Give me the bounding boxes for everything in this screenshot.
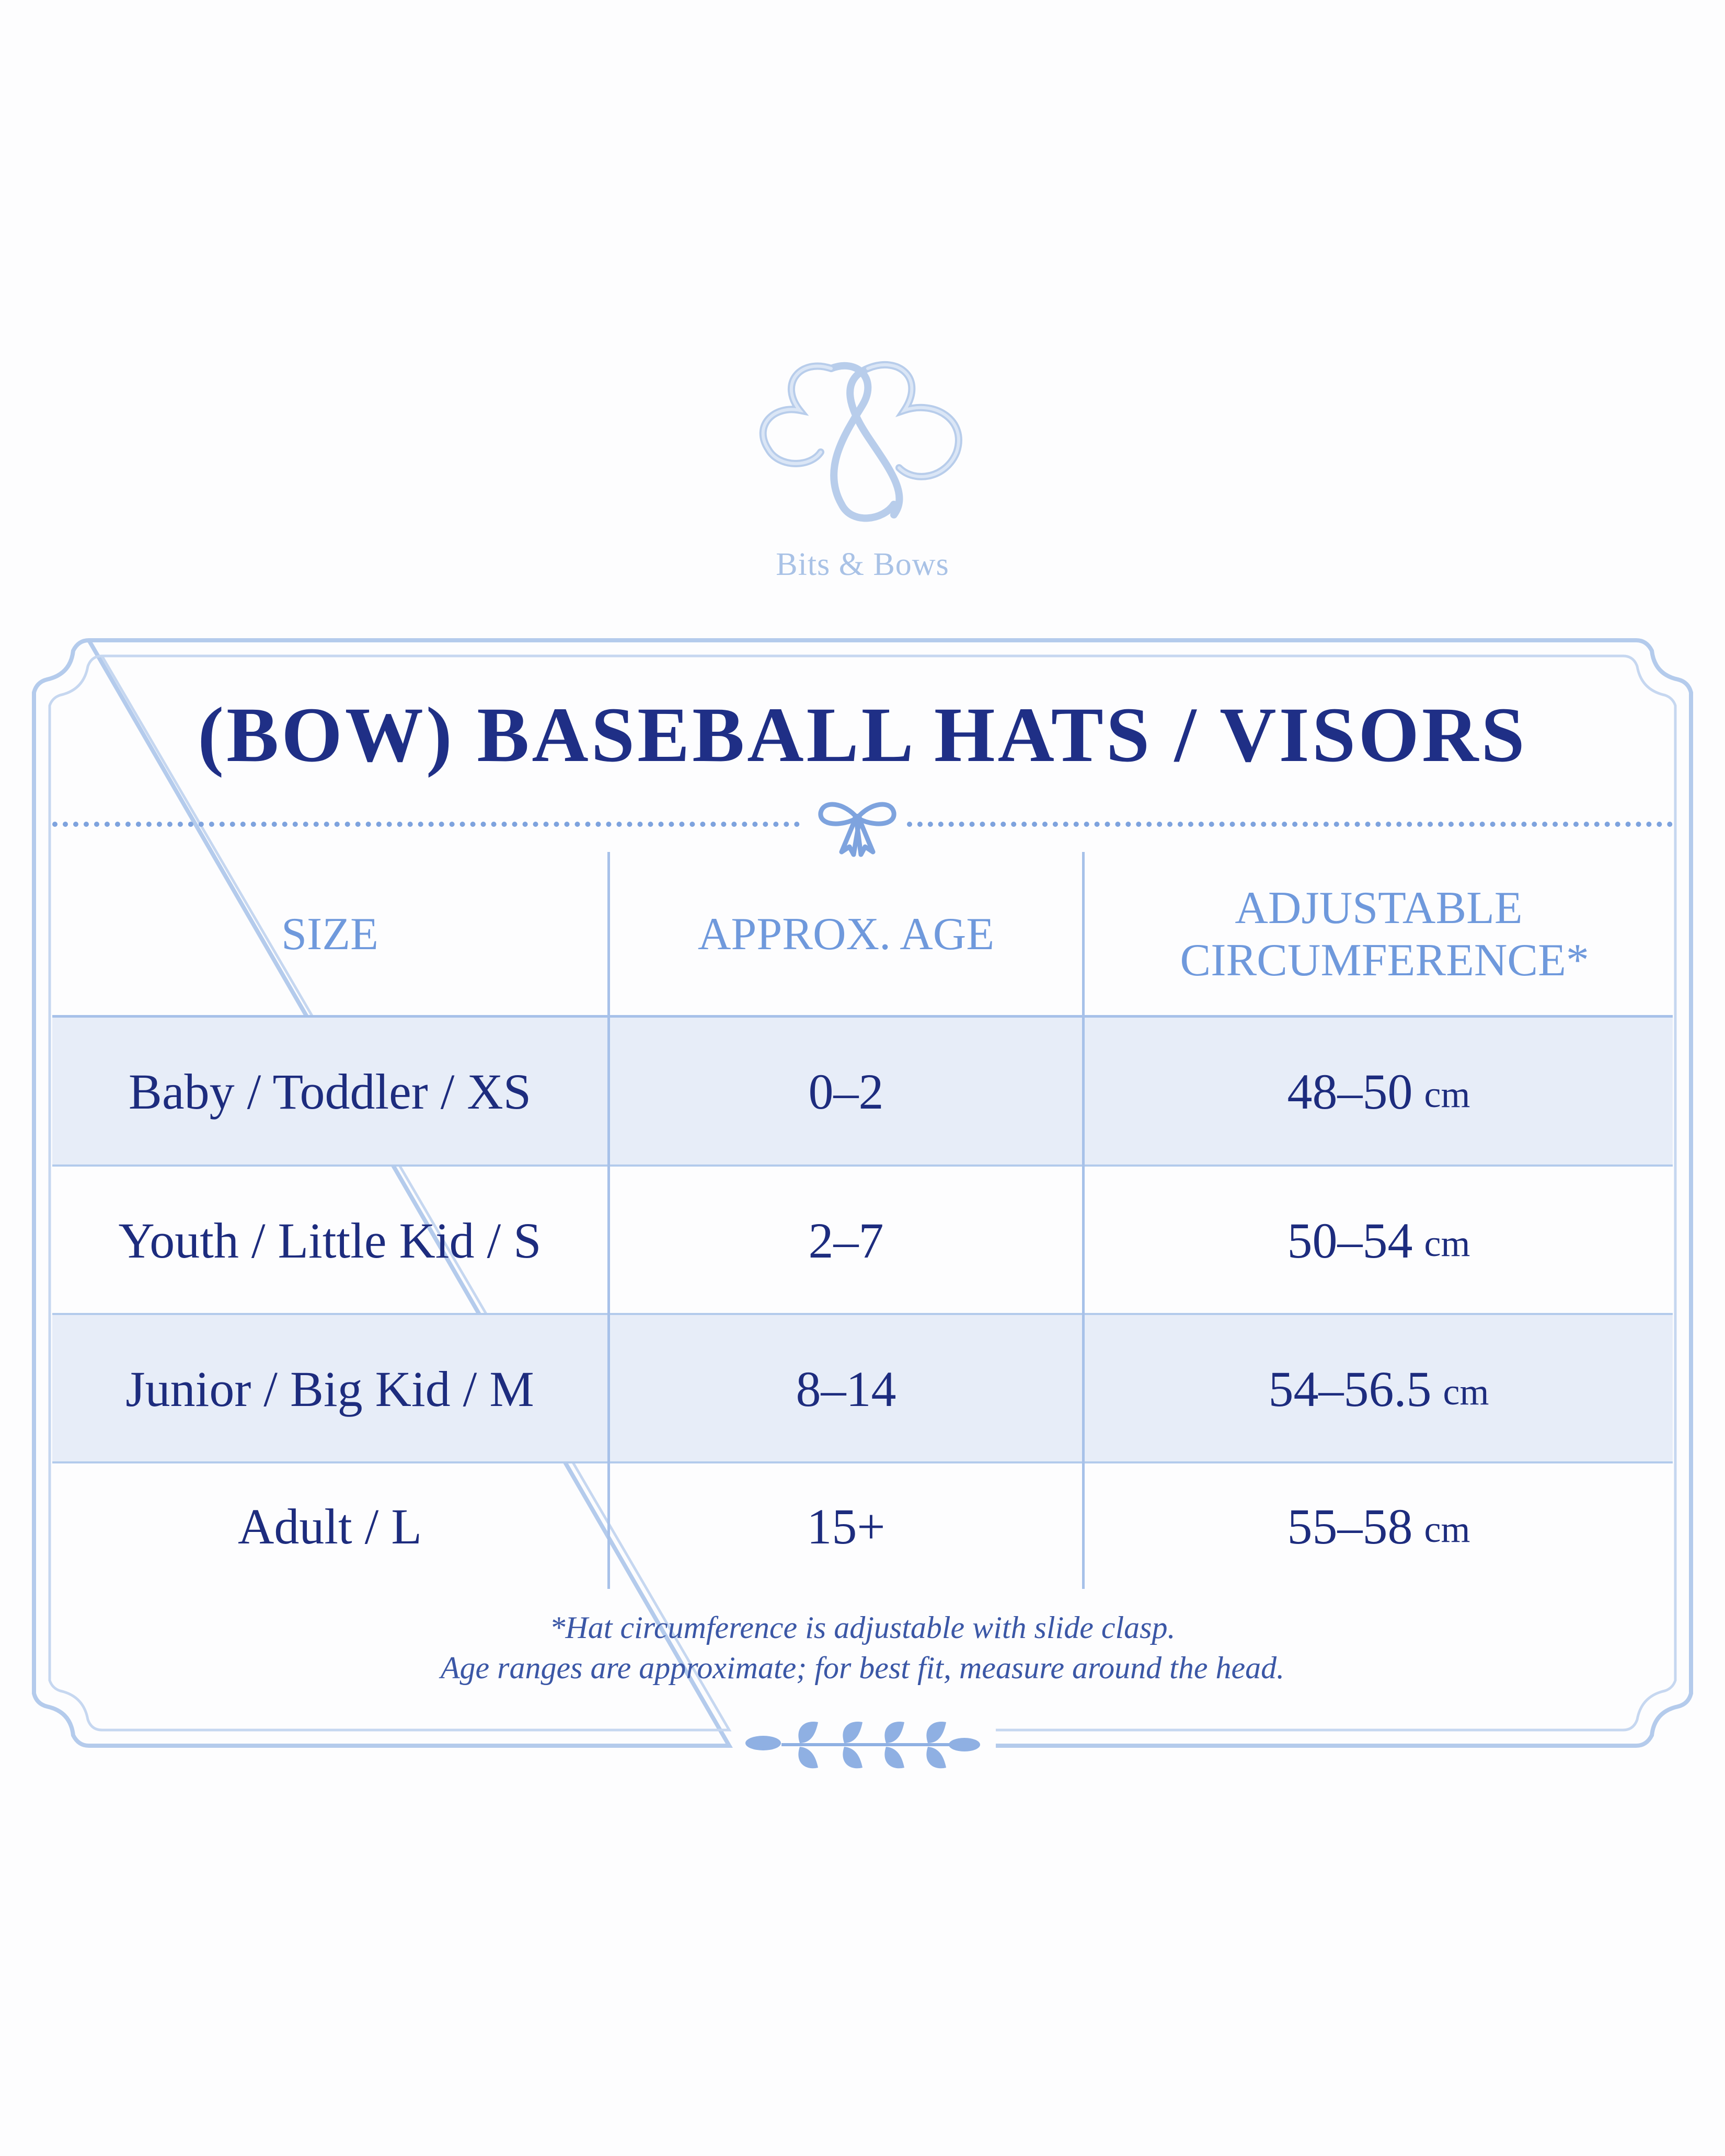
age-cell: 2–7 (808, 1212, 884, 1269)
circumference-value: 55–58 (1287, 1498, 1413, 1554)
column-header-age: APPROX. AGE (697, 908, 995, 960)
size-cell: Baby / Toddler / XS (128, 1063, 532, 1120)
bb-monogram-logo (759, 361, 962, 522)
dotted-divider-left (52, 822, 800, 827)
table-row-l: Adult / L 15+ 55–58 cm (52, 1463, 1673, 1589)
dotted-divider-right (907, 822, 1673, 827)
circumference-cell: 50–54 cm (1085, 1167, 1673, 1314)
unit-label: cm (1424, 1222, 1470, 1264)
circumference-value: 54–56.5 (1268, 1361, 1432, 1417)
ribbon-bow-icon (818, 802, 896, 857)
column-divider (1082, 852, 1085, 1589)
age-cell: 15+ (807, 1498, 886, 1554)
circumference-cell: 48–50 cm (1085, 1018, 1673, 1165)
column-divider (607, 852, 610, 1589)
row-divider (52, 1313, 1673, 1315)
circumference-cell: 55–58 cm (1085, 1463, 1673, 1589)
unit-label: cm (1424, 1508, 1470, 1550)
column-header-circumference-text: ADJUSTABLE CIRCUMFERENCE* (1180, 882, 1589, 986)
age-cell: 0–2 (808, 1063, 884, 1120)
size-table: SIZE APPROX. AGE ADJUSTABLE CIRCUMFERENC… (52, 852, 1673, 1592)
footnote-fit: Age ranges are approximate; for best fit… (440, 1651, 1285, 1685)
laurel-branch-icon (745, 1722, 980, 1769)
column-header-circumference: ADJUSTABLE CIRCUMFERENCE* (1085, 852, 1673, 1017)
row-divider (52, 1461, 1673, 1463)
table-row-m: Junior / Big Kid / M 8–14 54–56.5 cm (52, 1315, 1673, 1462)
circumference-cell: 54–56.5 cm (1085, 1315, 1673, 1462)
size-cell: Youth / Little Kid / S (118, 1212, 542, 1269)
circumference-value: 50–54 (1287, 1212, 1413, 1269)
header-divider (52, 1015, 1673, 1018)
circumference-value: 48–50 (1287, 1063, 1413, 1120)
footnote-adjustable: *Hat circumference is adjustable with sl… (549, 1610, 1176, 1645)
unit-label: cm (1424, 1073, 1470, 1115)
brand-name: Bits & Bows (776, 547, 949, 582)
table-row-xs: Baby / Toddler / XS 0–2 48–50 cm (52, 1018, 1673, 1165)
age-cell: 8–14 (796, 1361, 896, 1417)
unit-label: cm (1443, 1370, 1489, 1413)
size-cell: Adult / L (238, 1498, 422, 1554)
row-divider (52, 1165, 1673, 1167)
size-cell: Junior / Big Kid / M (125, 1361, 534, 1417)
page-title: (BOW) BASEBALL HATS / VISORS (198, 691, 1527, 778)
column-header-size: SIZE (281, 908, 378, 960)
table-row-s: Youth / Little Kid / S 2–7 50–54 cm (52, 1167, 1673, 1314)
